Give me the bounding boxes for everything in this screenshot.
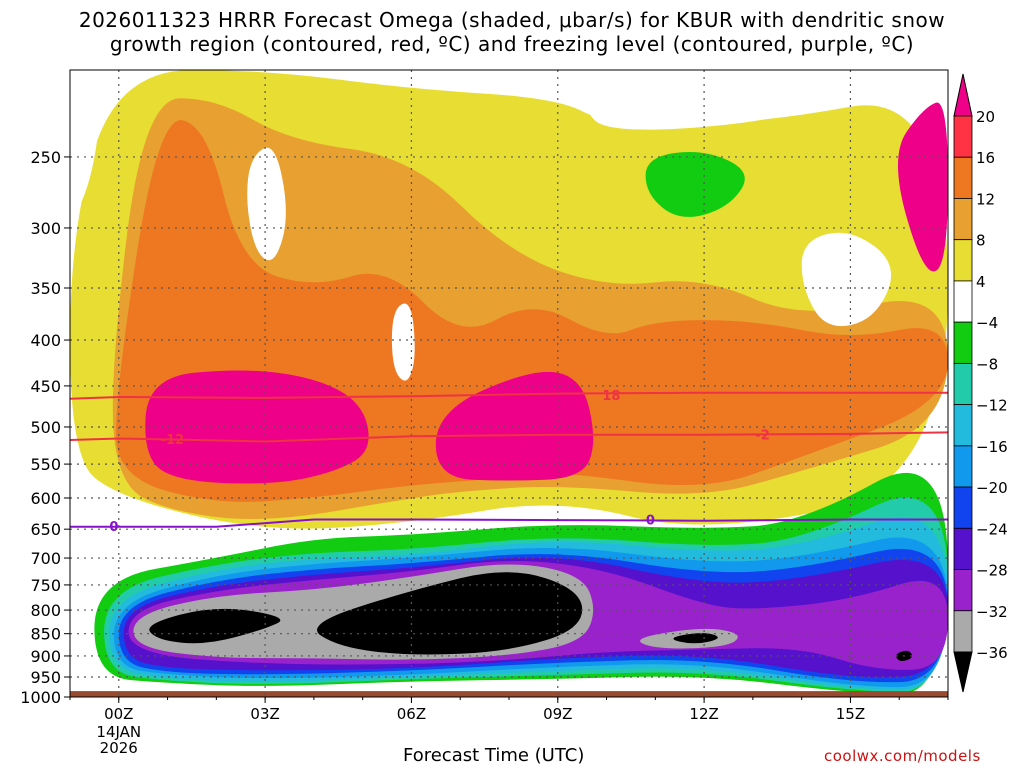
omega-region-clear-top-middle [582,70,944,130]
plot-area: -12 18 -2 0 0 [70,70,948,697]
colorbar-swatch-7 [953,404,973,447]
x-tick-label-03Z: 03Z [250,705,279,723]
chart-title-line1: 2026011323 HRRR Forecast Omega (shaded, … [78,8,946,32]
colorbar-label-12: −32 [976,603,1008,621]
credit-link[interactable]: coolwx.com/models [824,747,981,765]
colorbar-label-13: −36 [976,644,1008,662]
y-tick-label-400: 400 [30,331,61,350]
y-tick-label-500: 500 [30,418,61,437]
colorbar-label-10: −24 [976,520,1008,538]
y-tick-label-450: 450 [30,377,61,396]
omega-region-extreme-subsidence-black-center [317,572,583,655]
x-tick-date-label: 14JAN [96,723,141,741]
contour-label-0: -12 [161,433,185,448]
y-tick-label-650: 650 [30,520,61,539]
y-tick-label-300: 300 [30,219,61,238]
colorbar-top-arrow [953,73,973,117]
colorbar-swatch-5 [953,321,973,364]
contour-dendritic-growth -12C [70,431,948,443]
omega-region-clear-pocket-upper-left [247,147,286,261]
omega-region-extreme-subsidence-black-east [673,633,718,644]
colorbar-swatch-2 [953,198,973,241]
colorbar-label-9: −20 [976,479,1008,497]
colorbar-swatch-8 [953,445,973,488]
contour-label-1: 18 [602,389,620,404]
colorbar-swatch-9 [953,486,973,529]
omega-region-intense-ascent-upper-right [898,102,948,272]
x-tick-label-00Z: 00Z [104,705,133,723]
y-tick-label-550: 550 [30,455,61,474]
colorbar-swatch-6 [953,362,973,406]
colorbar-label-3: 8 [976,232,986,250]
colorbar-swatch-10 [953,527,973,570]
x-tick-year-label: 2026 [100,739,138,757]
colorbar-label-8: −16 [976,438,1008,456]
x-tick-label-12Z: 12Z [689,705,718,723]
contour-dendritic-growth -18C [70,391,948,400]
omega-region-clear-top-left [70,70,101,208]
colorbar-label-6: −8 [976,355,998,373]
omega-region-clear-pocket-right [801,232,892,327]
x-tick-label-06Z: 06Z [397,705,426,723]
x-axis-label: Forecast Time (UTC) [403,745,585,766]
colorbar-swatch-4 [953,280,973,323]
contour-label-3: 0 [109,520,118,535]
y-tick-label-900: 900 [30,647,61,666]
y-tick-label-250: 250 [30,148,61,167]
y-tick-label-350: 350 [30,279,61,298]
contour-label-2: -2 [755,428,769,443]
contour-label-4: 0 [646,514,655,529]
x-tick-label-09Z: 09Z [543,705,572,723]
colorbar-swatch-3 [953,239,973,282]
y-tick-label-850: 850 [30,625,61,644]
y-tick-label-800: 800 [30,601,61,620]
omega-region-clear-pocket-mid [391,303,415,381]
y-tick-label-1000: 1000 [20,688,61,707]
colorbar-label-7: −12 [976,397,1008,415]
chart-title-line2: growth region (contoured, red, ºC) and f… [109,32,915,56]
colorbar-swatch-0 [953,115,973,158]
y-tick-label-600: 600 [30,489,61,508]
colorbar-label-2: 12 [976,190,995,208]
colorbar-swatch-12 [953,610,973,653]
colorbar-bottom-arrow [953,651,973,693]
colorbar-label-4: 4 [976,273,986,291]
colorbar-label-11: −28 [976,562,1008,580]
colorbar-swatch-11 [953,569,973,612]
omega-region-weak-subsidence-patch [645,152,745,217]
colorbar-swatch-1 [953,156,973,199]
omega-region-intense-ascent-core-west [145,370,369,484]
y-tick-label-700: 700 [30,549,61,568]
colorbar-label-1: 16 [976,149,995,167]
contour-freezing-level 0C [70,518,948,528]
y-tick-label-750: 750 [30,576,61,595]
x-tick-label-15Z: 15Z [836,705,865,723]
omega-region-intense-ascent-core-east [435,371,594,481]
colorbar-label-5: −4 [976,314,998,332]
omega-region-extreme-subsidence-black-west [149,608,281,644]
y-tick-label-950: 950 [30,668,61,687]
ground-below-surface [70,691,948,697]
colorbar-label-0: 20 [976,108,995,126]
